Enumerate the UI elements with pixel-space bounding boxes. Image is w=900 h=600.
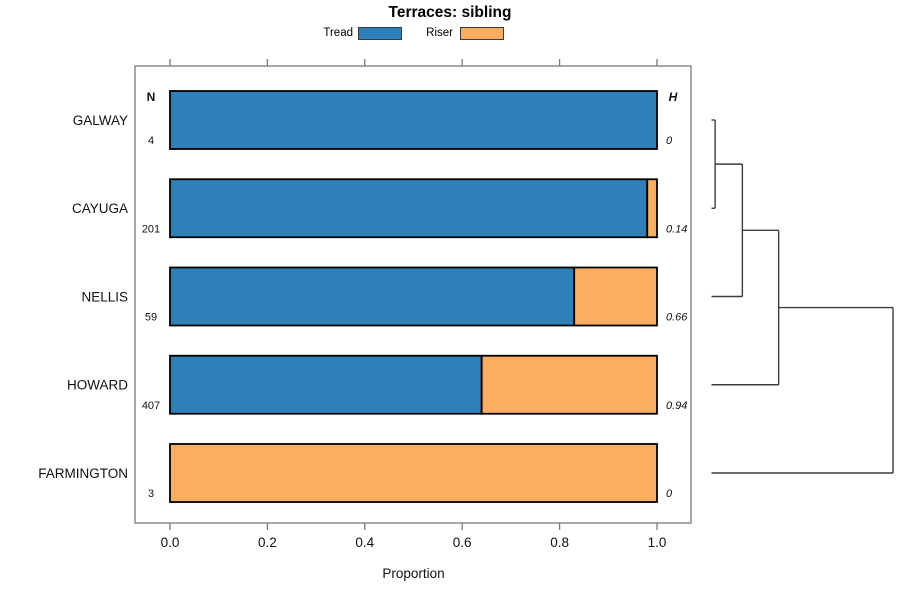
legend-swatch-tread-icon	[358, 27, 402, 40]
n-value: 201	[142, 223, 160, 235]
row-label: GALWAY	[73, 113, 128, 128]
row-label: CAYUGA	[72, 201, 128, 216]
n-value: 3	[148, 488, 154, 500]
n-column-header: N	[147, 90, 156, 104]
legend-label-riser: Riser	[426, 27, 453, 39]
bar-segment-tread	[169, 354, 483, 415]
h-value: 0	[666, 135, 673, 147]
legend-swatch-riser-icon	[460, 27, 504, 40]
bar-segment-tread	[169, 266, 576, 327]
n-value: 407	[142, 400, 160, 412]
row-label: HOWARD	[67, 378, 128, 393]
plot-box	[134, 65, 692, 524]
bar-segment-tread	[169, 178, 649, 239]
x-axis-tick-label: 0.8	[550, 535, 569, 550]
bar-segment-riser	[480, 354, 658, 415]
x-axis-tick-label: 1.0	[648, 535, 667, 550]
row-label: FARMINGTON	[38, 466, 128, 481]
chart-title: Terraces: sibling	[388, 4, 512, 21]
h-value: 0.66	[666, 312, 688, 324]
bar-segment-riser	[646, 178, 658, 239]
legend-label-tread: Tread	[323, 27, 353, 39]
h-value: 0.14	[666, 223, 687, 235]
bar-segment-riser	[573, 266, 658, 327]
x-axis-title: Proportion	[382, 566, 444, 581]
x-axis-tick-label: 0.2	[258, 535, 277, 550]
h-value: 0	[666, 488, 673, 500]
bar-segment-riser	[169, 443, 658, 503]
x-axis-tick-label: 0.0	[161, 535, 180, 550]
n-value: 4	[148, 135, 154, 147]
h-column-header: H	[669, 90, 678, 104]
h-value: 0.94	[666, 400, 687, 412]
row-label: NELLIS	[81, 289, 128, 304]
n-value: 59	[145, 312, 157, 324]
x-axis-tick-label: 0.6	[453, 535, 472, 550]
bar-segment-tread	[169, 90, 658, 150]
x-axis-tick-label: 0.4	[355, 535, 374, 550]
